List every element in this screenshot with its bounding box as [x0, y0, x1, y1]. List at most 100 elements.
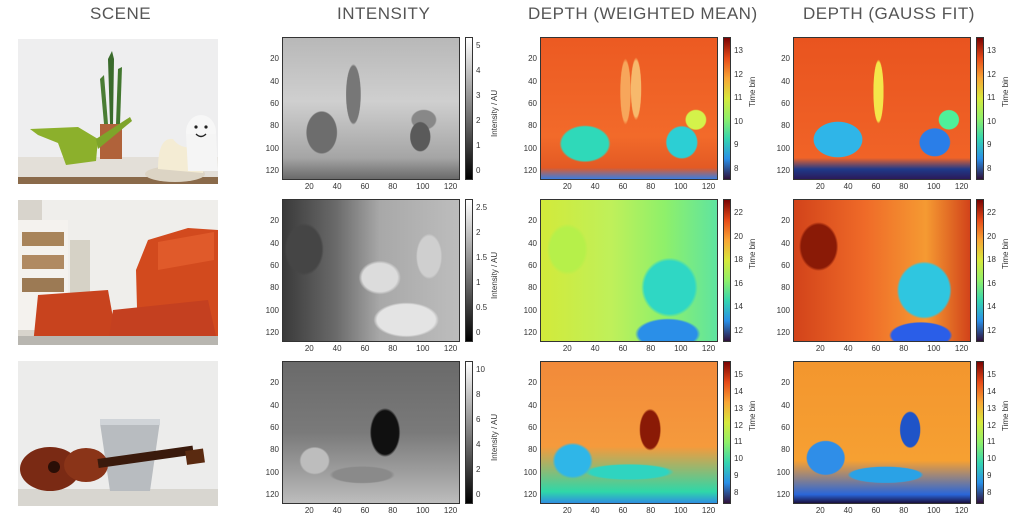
x-tick-label: 100	[927, 182, 941, 191]
x-tick-label: 100	[416, 182, 430, 191]
colorbar-tick-label: 8	[987, 163, 992, 173]
depth-gauss-panel-row1: 20 40 60 80 100 120 20 40 60 80 100 120 13 12 11 10 9 8 Ti…	[776, 35, 1010, 195]
x-tick-label: 100	[416, 344, 430, 353]
y-tick-label: 20	[270, 54, 279, 64]
x-tick-label: 40	[843, 344, 853, 353]
y-tick-label: 60	[270, 423, 279, 433]
intensity-map	[282, 37, 460, 180]
y-tick-label: 100	[776, 305, 790, 315]
colorbar-tick-label: 10	[734, 454, 743, 464]
x-tick-label: 80	[899, 182, 909, 191]
y-tick-label: 80	[270, 445, 279, 455]
x-tick-label: 60	[618, 344, 628, 353]
column-title-depth-gauss-fit: DEPTH (GAUSS FIT)	[803, 4, 975, 23]
colorbar-tick-label: 13	[987, 403, 996, 413]
y-tick-label: 80	[528, 121, 537, 131]
colorbar-axis-label: Time bin	[1001, 238, 1010, 269]
y-tick-label: 120	[776, 490, 790, 500]
x-tick-label: 20	[562, 182, 572, 191]
y-tick-label: 60	[270, 261, 279, 271]
x-tick-label: 100	[416, 506, 430, 515]
depth-wm-panel-row2: 20 40 60 80 100 120 20 40 60 80 100 120 22 20 18 16 14 12…	[518, 197, 757, 357]
x-tick-label: 60	[871, 506, 881, 515]
colorbar-tick-label: 10	[987, 454, 996, 464]
y-tick-label: 100	[265, 305, 279, 315]
depth-map-gauss-fit	[793, 361, 971, 504]
colorbar-tick-label: 4	[476, 440, 481, 450]
x-tick-label: 20	[815, 344, 825, 353]
x-tick-label: 20	[304, 506, 314, 515]
column-title-depth-weighted-mean: DEPTH (WEIGHTED MEAN)	[528, 4, 758, 23]
depth-colorbar	[723, 37, 731, 180]
column-title-intensity: INTENSITY	[337, 4, 431, 23]
depth-colorbar	[976, 361, 984, 504]
y-tick-label: 20	[781, 216, 790, 226]
y-tick-label: 120	[523, 490, 537, 500]
depth-map-weighted-mean	[540, 361, 718, 504]
colorbar-tick-label: 13	[734, 46, 743, 56]
colorbar-tick-label: 22	[987, 208, 996, 218]
depth-map-gauss-fit	[793, 199, 971, 342]
y-tick-label: 100	[523, 143, 537, 153]
colorbar-tick-label: 12	[734, 325, 743, 335]
colorbar-tick-label: 15	[987, 370, 996, 380]
depth-colorbar	[976, 37, 984, 180]
y-tick-label: 40	[528, 76, 537, 86]
colorbar-tick-label: 8	[734, 163, 739, 173]
colorbar-tick-label: 18	[987, 255, 996, 265]
x-tick-label: 100	[674, 182, 688, 191]
x-tick-label: 100	[674, 344, 688, 353]
x-tick-label: 100	[927, 344, 941, 353]
x-tick-label: 120	[443, 344, 458, 353]
colorbar-tick-label: 11	[987, 437, 996, 447]
colorbar-tick-label: 14	[734, 387, 743, 397]
y-tick-label: 100	[523, 467, 537, 477]
colorbar-tick-label: 20	[734, 231, 743, 241]
x-tick-label: 80	[899, 506, 909, 515]
y-tick-label: 120	[265, 166, 279, 176]
x-tick-label: 80	[899, 344, 909, 353]
intensity-map	[282, 361, 460, 504]
x-tick-label: 40	[332, 506, 342, 515]
intensity-colorbar	[465, 199, 473, 342]
y-tick-label: 40	[781, 400, 790, 410]
x-tick-label: 60	[360, 506, 370, 515]
colorbar-tick-label: 5	[476, 40, 481, 50]
colorbar-tick-label: 22	[734, 208, 743, 218]
colorbar-tick-label: 14	[987, 387, 996, 397]
x-tick-label: 120	[701, 182, 716, 191]
y-tick-label: 80	[781, 283, 790, 293]
colorbar-tick-label: 14	[734, 302, 743, 312]
depth-colorbar	[723, 361, 731, 504]
depth-wm-panel-row1: 20 40 60 80 100 120 20 40 60 80 100 120 13 12 11 10 9 8 Ti…	[518, 35, 757, 195]
y-tick-label: 20	[528, 216, 537, 226]
colorbar-tick-label: 9	[734, 140, 739, 150]
y-tick-label: 100	[776, 143, 790, 153]
y-tick-label: 40	[270, 238, 279, 248]
colorbar-tick-label: 13	[987, 46, 996, 56]
x-tick-label: 60	[871, 344, 881, 353]
y-tick-label: 80	[270, 121, 279, 131]
colorbar-tick-label: 0	[476, 490, 481, 500]
y-tick-label: 100	[265, 143, 279, 153]
y-tick-label: 20	[270, 216, 279, 226]
x-tick-label: 120	[443, 182, 458, 191]
y-tick-label: 20	[528, 378, 537, 388]
colorbar-tick-label: 12	[987, 420, 996, 430]
x-tick-label: 40	[332, 182, 342, 191]
colorbar-axis-label: Time bin	[1001, 400, 1010, 431]
colorbar-tick-label: 18	[734, 255, 743, 265]
y-tick-label: 120	[523, 166, 537, 176]
y-tick-label: 20	[781, 378, 790, 388]
colorbar-tick-label: 10	[987, 116, 996, 126]
y-tick-label: 40	[528, 400, 537, 410]
y-tick-label: 120	[265, 490, 279, 500]
y-tick-label: 120	[523, 328, 537, 338]
y-tick-label: 100	[265, 467, 279, 477]
x-tick-label: 80	[388, 182, 398, 191]
y-tick-label: 40	[270, 76, 279, 86]
y-tick-label: 80	[270, 283, 279, 293]
y-tick-label: 20	[270, 378, 279, 388]
colorbar-tick-label: 0.5	[476, 303, 488, 313]
colorbar-tick-label: 4	[476, 65, 481, 75]
